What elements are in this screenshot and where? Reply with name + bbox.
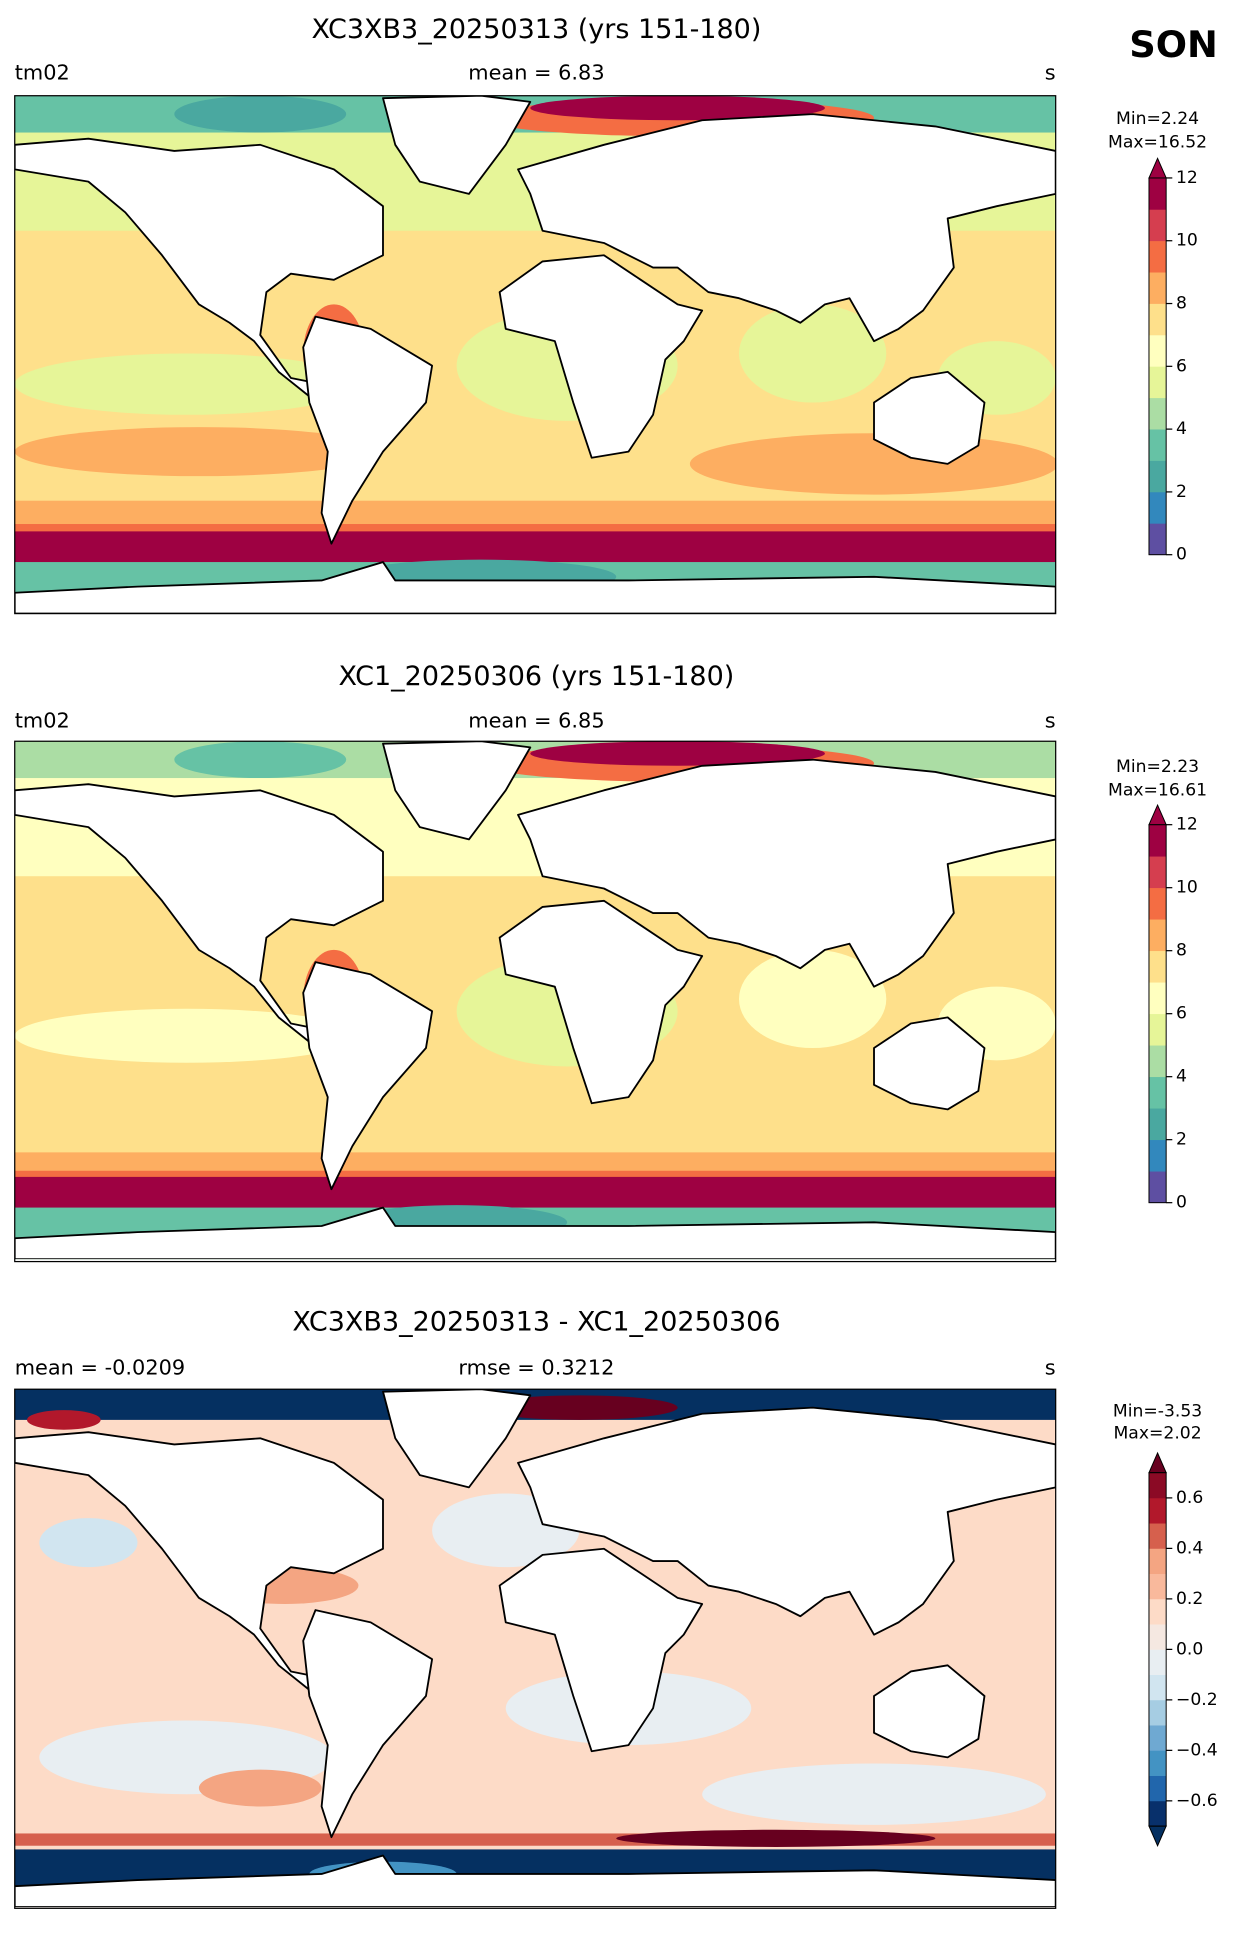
colorbar-tick-label: 12	[1176, 815, 1198, 835]
colorbar-segment	[1148, 1045, 1167, 1078]
colorbar-segment	[1148, 1497, 1167, 1524]
colorbar-segment	[1148, 856, 1167, 889]
colorbar-segment	[1148, 887, 1167, 920]
colorbar-segment	[1148, 1523, 1167, 1549]
min-label: Min=-3.53	[1113, 1401, 1202, 1421]
colorbar-segment	[1148, 1548, 1167, 1575]
panel-title: XC1_20250306 (yrs 151-180)	[339, 661, 735, 692]
colorbar-tick-label: 4	[1176, 419, 1187, 439]
colorbar-tick-label: 0.0	[1176, 1639, 1203, 1659]
max-label: Max=16.52	[1108, 132, 1207, 152]
colorbar-segment	[1148, 950, 1167, 983]
colorbar-tick-label: 0	[1176, 545, 1187, 565]
panel-stat: mean = -0.0209	[15, 1355, 185, 1379]
panel-units: s	[1045, 709, 1056, 733]
colorbar-segment	[1148, 1076, 1167, 1109]
min-label: Min=2.24	[1116, 109, 1199, 129]
colorbar-tick-label: −0.2	[1176, 1690, 1218, 1710]
map	[14, 1388, 1057, 1909]
colorbar-segment	[1148, 334, 1167, 367]
colorbar-tick-label: 8	[1176, 941, 1187, 961]
colorbar-segment	[1148, 303, 1167, 336]
panel-title: XC3XB3_20250313 - XC1_20250306	[292, 1306, 780, 1337]
colorbar-tick-label: 4	[1176, 1067, 1187, 1087]
colorbar-tick-label: 0.4	[1176, 1538, 1203, 1558]
colorbar-extend	[1148, 157, 1167, 179]
colorbar-segment	[1148, 177, 1167, 210]
colorbar-segment	[1148, 1472, 1167, 1499]
map	[14, 95, 1057, 615]
max-label: Max=2.02	[1114, 1423, 1202, 1443]
colorbar-segment	[1148, 1573, 1167, 1600]
colorbar-segment	[1148, 272, 1167, 304]
colorbar-tick-label: 2	[1176, 482, 1187, 502]
colorbar-segment	[1148, 982, 1167, 1015]
colorbar-extend	[1148, 1451, 1167, 1474]
colorbar: 0 2 4 6 8 10 12	[1148, 157, 1198, 565]
colorbar-segment	[1148, 1013, 1167, 1046]
colorbar-tick-label: 10	[1176, 231, 1198, 251]
colorbar-tick-label: 10	[1176, 878, 1198, 898]
panel-title: XC3XB3_20250313 (yrs 151-180)	[311, 14, 761, 45]
colorbar-tick-label: 6	[1176, 356, 1187, 376]
colorbar-segment	[1148, 1725, 1167, 1751]
map	[14, 740, 1057, 1263]
colorbar-extend	[1148, 803, 1167, 826]
colorbar-segment	[1148, 1750, 1167, 1776]
colorbar-segment	[1148, 366, 1167, 399]
max-label: Max=16.61	[1108, 780, 1207, 800]
colorbar-segment	[1148, 1674, 1167, 1701]
colorbar-segment	[1148, 491, 1167, 524]
colorbar-segment	[1148, 1598, 1167, 1625]
colorbar-segment	[1148, 1139, 1167, 1172]
colorbar-tick-label: 0.6	[1176, 1488, 1203, 1508]
panel-variable: tm02	[15, 61, 70, 85]
colorbar-tick-label: −0.4	[1176, 1740, 1218, 1760]
colorbar-segment	[1148, 397, 1167, 430]
min-label: Min=2.23	[1116, 757, 1199, 777]
colorbar-tick-label: 0	[1176, 1193, 1187, 1213]
colorbar-tick-label: 8	[1176, 294, 1187, 314]
colorbar-tick-label: 6	[1176, 1004, 1187, 1024]
colorbar-segment	[1148, 429, 1167, 461]
panel-stat: mean = 6.83	[468, 61, 604, 85]
panel-units: s	[1045, 1355, 1056, 1379]
panel-stat: mean = 6.85	[468, 709, 604, 733]
colorbar-extend	[1148, 1825, 1167, 1847]
colorbar-segment	[1148, 209, 1167, 242]
colorbar: −0.6 −0.4 −0.2 0.0 0.2 0.4 0.6	[1148, 1451, 1218, 1847]
colorbar-segment	[1148, 1171, 1167, 1204]
colorbar-tick-label: −0.6	[1176, 1791, 1218, 1811]
colorbar-segment	[1148, 1699, 1167, 1726]
colorbar-segment	[1148, 460, 1167, 493]
panel-variable: tm02	[15, 709, 70, 733]
colorbar-segment	[1148, 824, 1167, 857]
colorbar-segment	[1148, 523, 1167, 556]
panel-units: s	[1045, 61, 1056, 85]
colorbar-segment	[1148, 1649, 1167, 1675]
colorbar-segment	[1148, 1800, 1167, 1827]
colorbar-segment	[1148, 1775, 1167, 1802]
panel-stat: rmse = 0.3212	[458, 1355, 614, 1379]
colorbar-segment	[1148, 240, 1167, 273]
colorbar-tick-label: 0.2	[1176, 1589, 1203, 1609]
colorbar-segment	[1148, 1624, 1167, 1650]
season-label: SON	[1129, 23, 1218, 66]
colorbar-tick-label: 12	[1176, 168, 1198, 188]
colorbar-tick-label: 2	[1176, 1130, 1187, 1150]
colorbar-segment	[1148, 1108, 1167, 1141]
colorbar: 0 2 4 6 8 10 12	[1148, 803, 1198, 1213]
colorbar-segment	[1148, 919, 1167, 952]
